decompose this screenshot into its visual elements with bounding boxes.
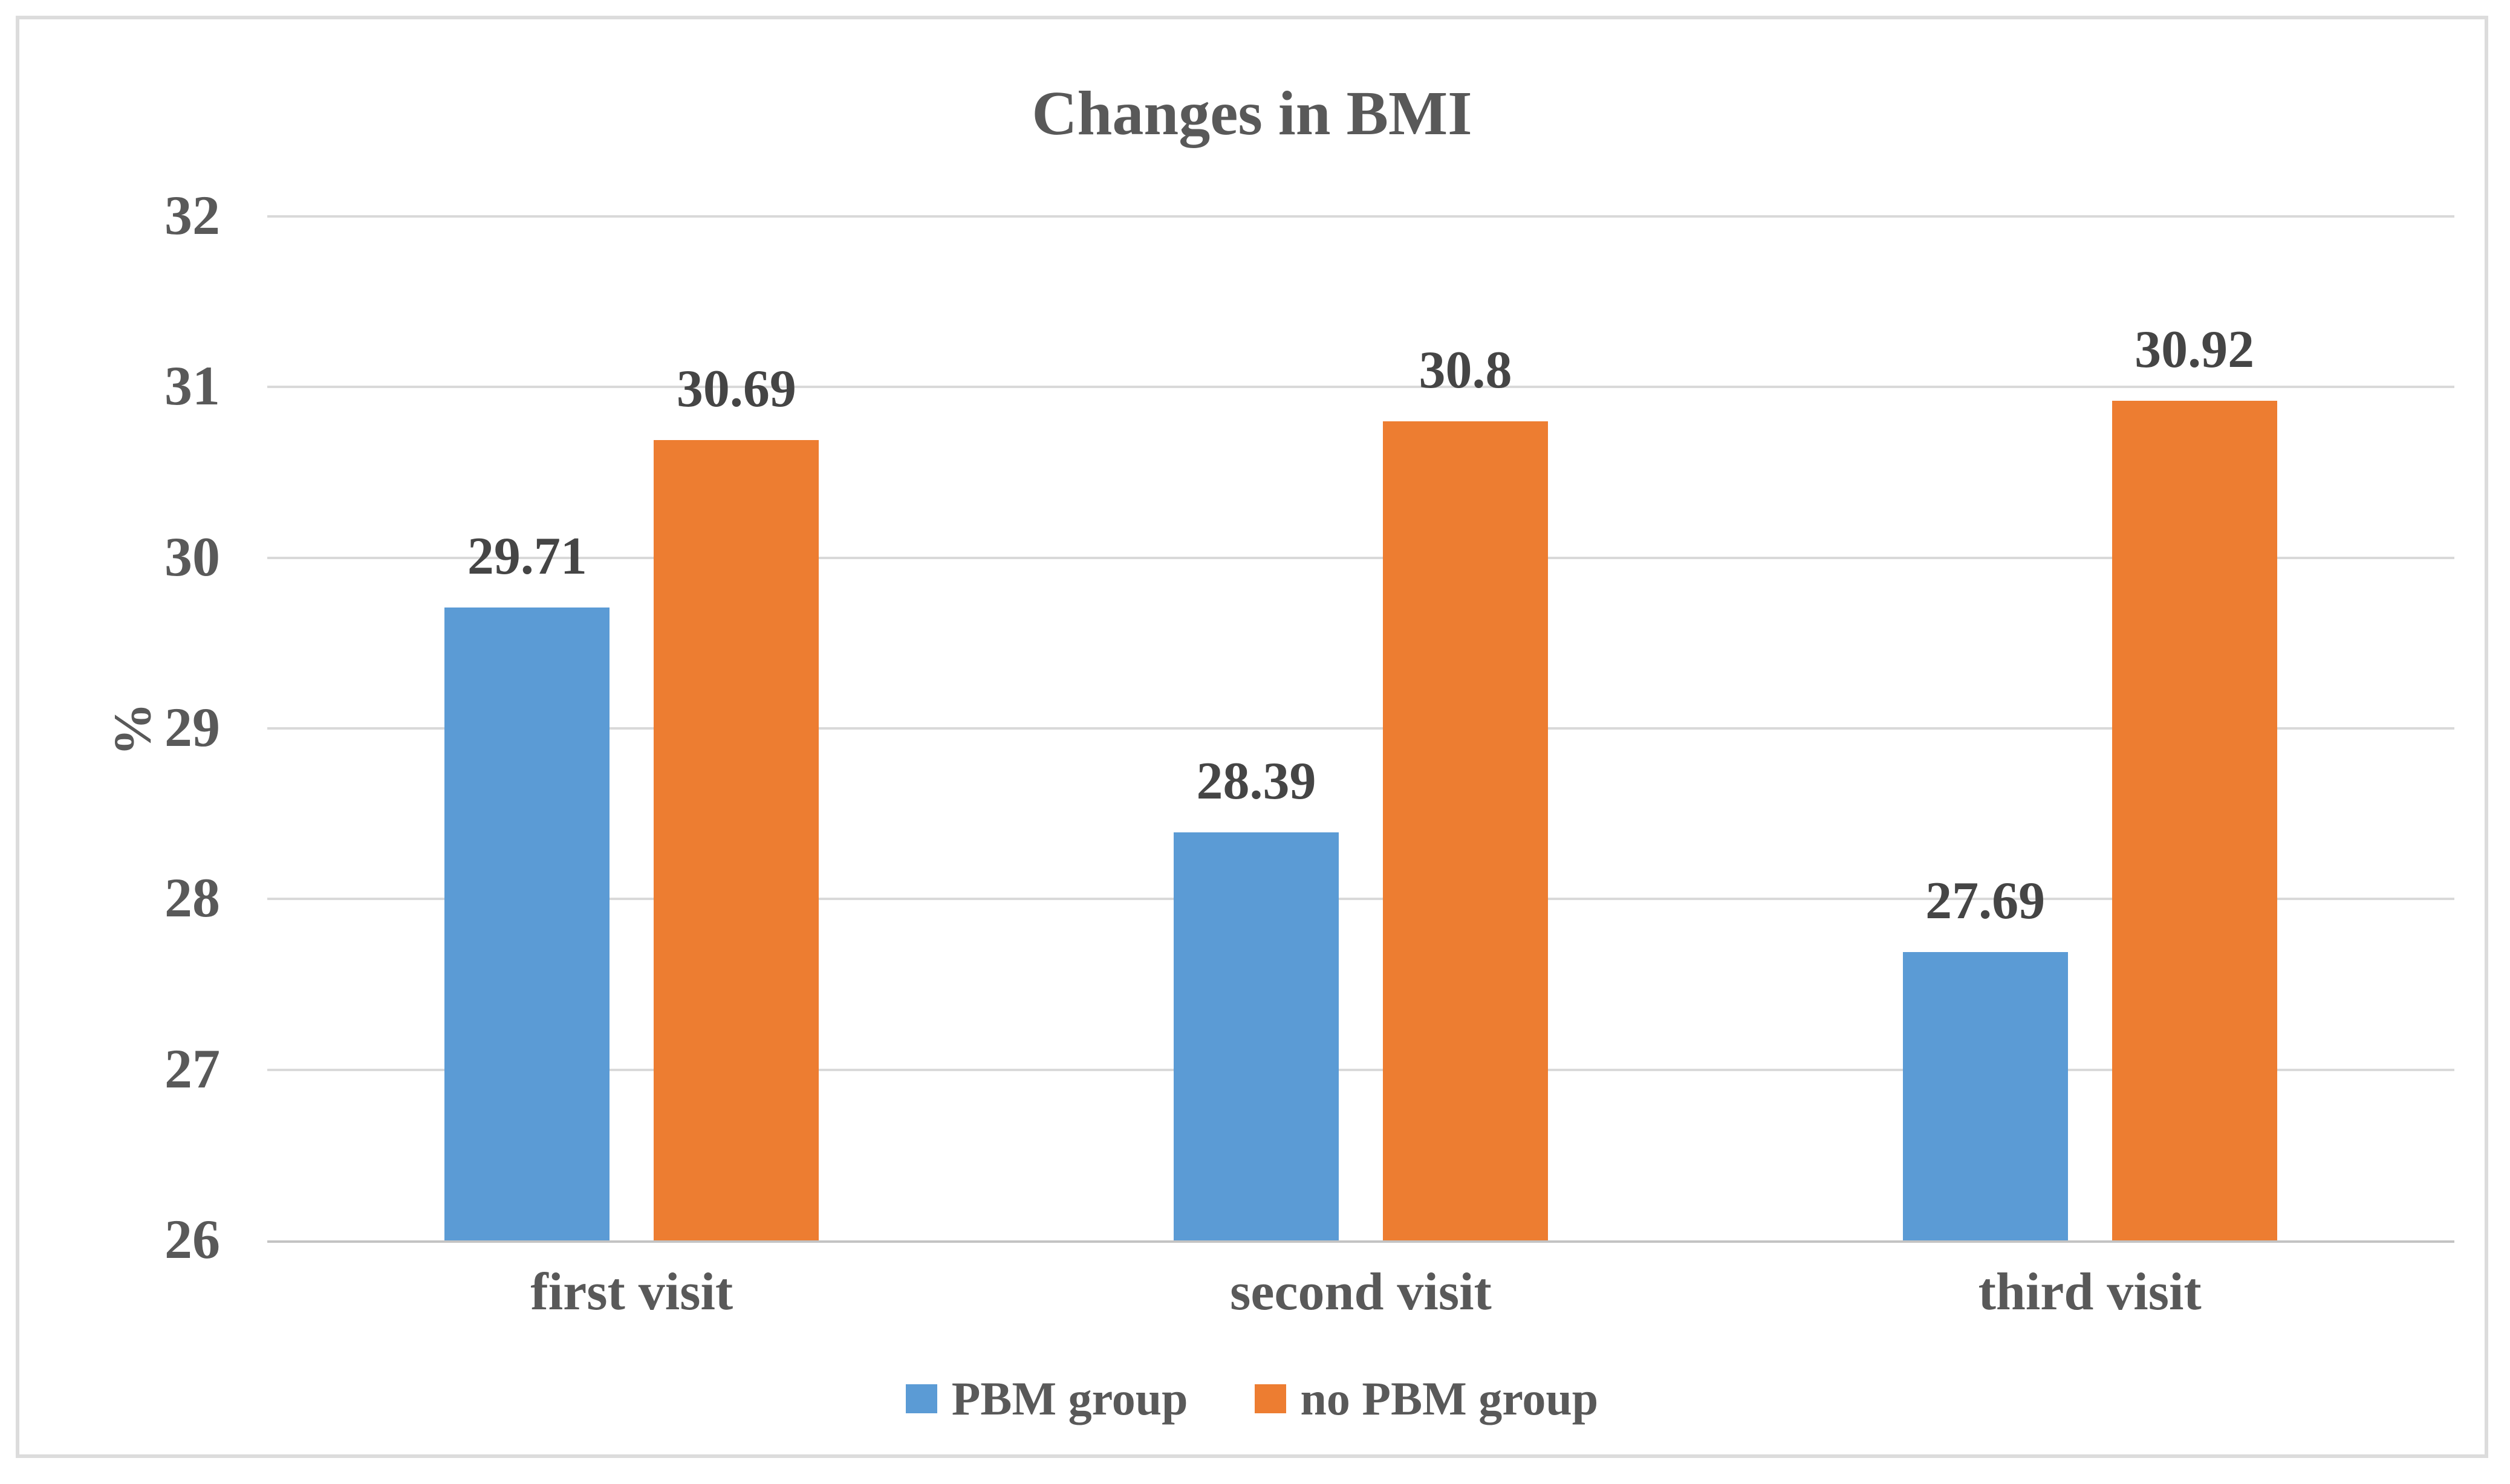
- chart-frame: Changes in BMI % 26 27 28 29 30 31 32 first vis…: [16, 16, 2488, 1458]
- legend-label-pbm-group: PBM group: [951, 1372, 1188, 1425]
- legend-swatch-pbm-group: [905, 1384, 937, 1413]
- y-tick-label-32: 32: [164, 184, 220, 246]
- y-tick-label-31: 31: [164, 355, 220, 417]
- chart-title: Changes in BMI: [1032, 79, 1472, 148]
- gridline-30: [267, 556, 2454, 559]
- bar-no-pbm-group-second-visit: [1383, 421, 1548, 1240]
- gridline-29: [267, 727, 2454, 730]
- bar-pbm-group-third-visit: [1902, 951, 2068, 1240]
- legend: PBM group no PBM group: [19, 1375, 2485, 1422]
- gridline-28: [267, 898, 2454, 901]
- x-tick-label-first-visit: first visit: [530, 1263, 733, 1321]
- legend-item-pbm-group: PBM group: [905, 1372, 1188, 1425]
- x-tick-label-third-visit: third visit: [1978, 1263, 2202, 1321]
- y-tick-label-30: 30: [164, 525, 220, 588]
- y-tick-label-29: 29: [164, 696, 220, 758]
- bar-pbm-group-first-visit: [444, 607, 610, 1240]
- gridline-27: [267, 1068, 2454, 1071]
- gridline-31: [267, 386, 2454, 389]
- bar-no-pbm-group-third-visit: [2112, 400, 2277, 1240]
- bar-value-label-pbm-group-first-visit: 29.71: [467, 527, 587, 586]
- bar-value-label-pbm-group-second-visit: 28.39: [1196, 752, 1316, 811]
- bar-value-label-no-pbm-group-second-visit: 30.8: [1419, 340, 1512, 400]
- bar-no-pbm-group-first-visit: [654, 439, 819, 1240]
- bar-pbm-group-second-visit: [1174, 832, 1339, 1240]
- plot-area: 26 27 28 29 30 31 32 first visit 29.71 30.69 secon…: [164, 187, 2454, 1319]
- y-tick-label-27: 27: [164, 1037, 220, 1100]
- legend-swatch-no-pbm-group: [1254, 1384, 1286, 1413]
- x-tick-label-second-visit: second visit: [1230, 1263, 1492, 1321]
- legend-label-no-pbm-group: no PBM group: [1300, 1372, 1599, 1425]
- legend-item-no-pbm-group: no PBM group: [1254, 1372, 1599, 1425]
- gridline-32: [267, 215, 2454, 218]
- bar-value-label-no-pbm-group-first-visit: 30.69: [676, 359, 796, 418]
- bar-value-label-no-pbm-group-third-visit: 30.92: [2134, 320, 2255, 379]
- y-axis-title: %: [103, 702, 163, 756]
- bar-value-label-pbm-group-third-visit: 27.69: [1925, 871, 2046, 930]
- y-tick-label-28: 28: [164, 867, 220, 929]
- y-tick-label-26: 26: [164, 1208, 220, 1270]
